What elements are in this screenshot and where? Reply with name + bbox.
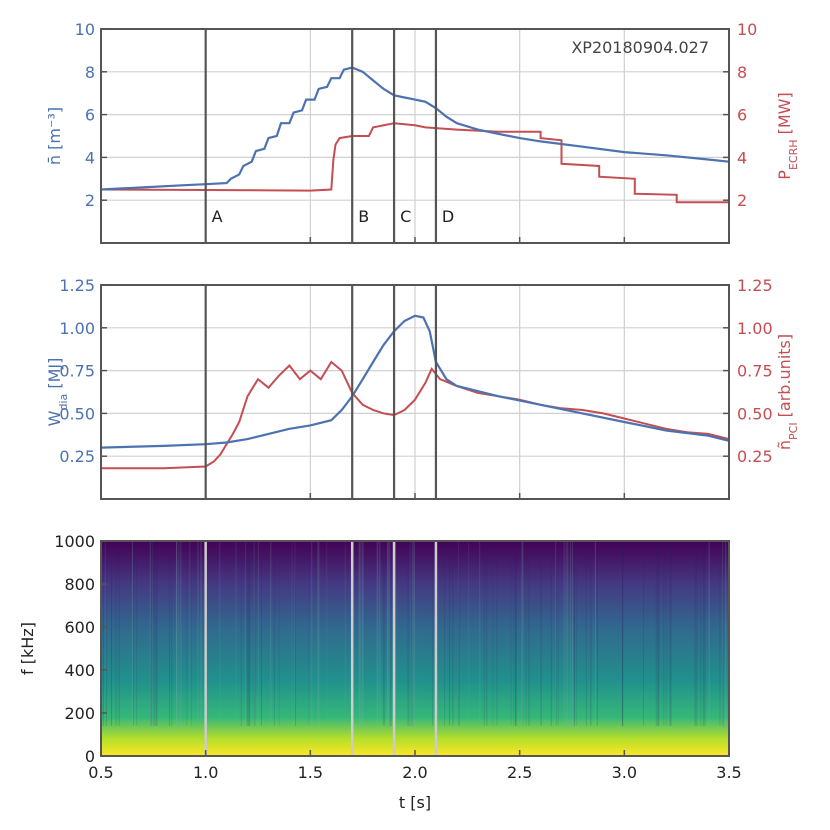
- time-marker-label: A: [212, 207, 223, 226]
- pci-axis-label: ñPCI [arb.units]: [775, 334, 800, 450]
- panel2-right-ticks: 0.25 0.50 0.75 1.00 1.25: [723, 276, 773, 466]
- left-tick-label: 6: [85, 106, 95, 125]
- y-tick-label: 600: [64, 618, 95, 637]
- time-marker-label: D: [442, 207, 454, 226]
- panel2-left-ticks: 0.25 0.50 0.75 1.00 1.25: [59, 276, 730, 499]
- y-tick-label: 1000: [54, 532, 95, 551]
- x-tick-label: 3.5: [716, 763, 741, 782]
- x-tick-label: 3.0: [612, 763, 637, 782]
- panel1-right-ticks: 2 4 6 8 10: [723, 20, 757, 210]
- frequency-axis-label: f [kHz]: [18, 622, 37, 675]
- right-tick-label: 1.00: [737, 319, 773, 338]
- shot-id-label: XP20180904.027: [571, 38, 709, 57]
- left-tick-label: 2: [85, 191, 95, 210]
- pci-axis-label-main: ñ: [775, 440, 794, 450]
- time-marker-label: B: [358, 207, 369, 226]
- energy-axis-label-unit: [MJ]: [45, 358, 64, 394]
- ecrh-axis-label: PECRH [MW]: [775, 92, 800, 179]
- ecrh-axis-label-sub: ECRH: [787, 140, 800, 171]
- x-tick-label: 2.0: [402, 763, 427, 782]
- panel1-grid: [100, 28, 730, 243]
- density-axis-label: n̄ [m⁻³]: [45, 107, 64, 165]
- left-tick-label: 10: [75, 20, 95, 39]
- y-tick-label: 200: [64, 704, 95, 723]
- energy-axis-label: Wdia [MJ]: [45, 358, 70, 427]
- right-tick-label: 10: [737, 20, 757, 39]
- panel3-x-ticks: 0.5 1.0 1.5 2.0 2.5 3.0 3.5: [88, 750, 742, 782]
- y-tick-label: 400: [64, 661, 95, 680]
- right-tick-label: 4: [737, 148, 747, 167]
- ecrh-axis-label-unit: [MW]: [775, 92, 794, 139]
- right-tick-label: 0.50: [737, 404, 773, 423]
- spectrogram-image: [101, 541, 729, 756]
- right-tick-label: 0.25: [737, 447, 773, 466]
- pci-axis-label-unit: [arb.units]: [775, 334, 794, 423]
- left-tick-label: 0.50: [59, 404, 95, 423]
- panel1-time-markers: [204, 29, 438, 243]
- x-tick-label: 1.0: [193, 763, 218, 782]
- x-tick-label: 2.5: [507, 763, 532, 782]
- ecrh-power-line: [100, 122, 729, 204]
- panel1-left-ticks: 2 4 6 8 10: [75, 20, 730, 243]
- panel3-time-markers: [204, 541, 438, 756]
- energy-axis-label-main: W: [45, 410, 64, 426]
- ecrh-axis-label-main: P: [775, 170, 794, 180]
- left-tick-label: 4: [85, 148, 95, 167]
- pci-axis-label-sub: PCI: [787, 422, 800, 440]
- right-tick-label: 6: [737, 106, 747, 125]
- panel1-series: [100, 66, 730, 204]
- x-tick-label: 0.5: [88, 763, 113, 782]
- panel-density-ecrh: 2 4 6 8 10 2 4 6 8 10 XP20180904.027 n̄ [m⁻³] PE…: [45, 20, 800, 244]
- left-tick-label: 1.00: [59, 319, 95, 338]
- right-tick-label: 2: [737, 191, 747, 210]
- left-tick-label: 1.25: [59, 276, 95, 295]
- density-line: [100, 66, 730, 191]
- panel1-marker-labels: A B C D: [212, 207, 455, 226]
- panel-energy-pci: 0.25 0.50 0.75 1.00 1.25 0.25 0.50 0.75 1.00 1.2…: [45, 276, 800, 500]
- x-tick-label: 1.5: [298, 763, 323, 782]
- left-tick-label: 8: [85, 63, 95, 82]
- time-axis-label: t [s]: [399, 793, 431, 812]
- right-tick-label: 1.25: [737, 276, 773, 295]
- right-tick-label: 0.75: [737, 362, 773, 381]
- energy-axis-label-sub: dia: [57, 394, 70, 411]
- panel3-left-ticks: 0 200 400 600 800 1000: [54, 532, 107, 766]
- left-tick-label: 0.25: [59, 447, 95, 466]
- y-tick-label: 0: [85, 747, 95, 766]
- panel2-time-markers: [204, 285, 438, 499]
- time-marker-label: C: [400, 207, 411, 226]
- left-tick-label: 0.75: [59, 362, 95, 381]
- right-tick-label: 8: [737, 63, 747, 82]
- pci-amplitude-line: [101, 360, 730, 470]
- y-tick-label: 800: [64, 575, 95, 594]
